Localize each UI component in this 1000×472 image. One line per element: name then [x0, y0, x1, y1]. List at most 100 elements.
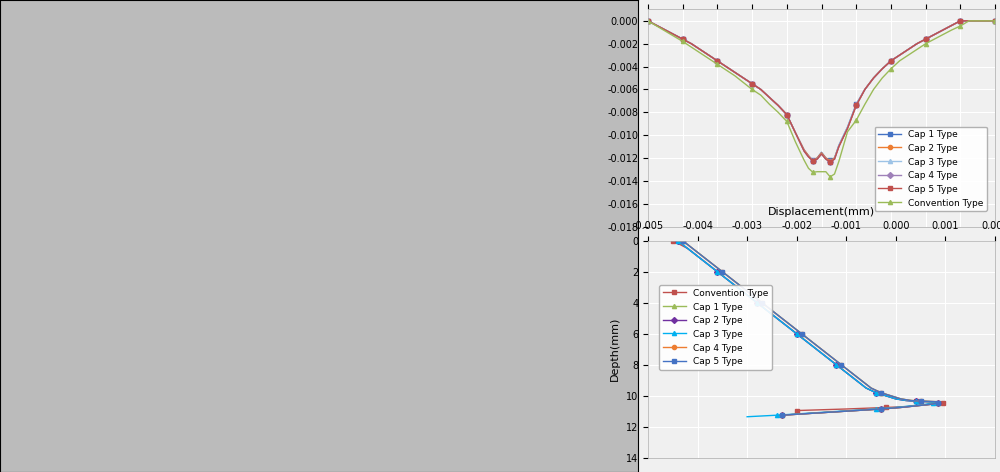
Convention Type: [816, 407, 828, 413]
Cap 1 Type: [825, 409, 837, 415]
Convention Type: [859, 101, 871, 107]
Cap 4 Type: [859, 86, 871, 92]
Cap 5 Type: [816, 151, 828, 157]
Line: Cap 1 Type: Cap 1 Type: [681, 239, 943, 417]
Cap 3 Type: [807, 158, 819, 164]
Convention Type: [682, 245, 694, 251]
Convention Type: [791, 408, 803, 413]
Cap 3 Type: [741, 414, 753, 420]
Convention Type: [820, 169, 832, 175]
Convention Type: [911, 47, 923, 52]
Convention Type: [963, 18, 975, 24]
Cap 2 Type: [972, 18, 984, 24]
Cap 3 Type: [870, 406, 882, 412]
Cap 4 Type: [925, 402, 937, 407]
Cap 1 Type: [729, 69, 741, 75]
Convention Type: [677, 39, 689, 44]
Cap 3 Type: [682, 245, 694, 251]
Cap 2 Type: [820, 155, 832, 161]
Cap 5 Type: [954, 18, 966, 24]
Cap 3 Type: [672, 238, 684, 244]
Cap 4 Type: [829, 156, 841, 162]
Cap 5 Type: [963, 18, 975, 24]
Cap 5 Type: [716, 269, 728, 275]
Cap 1 Type: [850, 101, 862, 107]
Cap 3 Type: [729, 69, 741, 75]
Cap 1 Type: [875, 406, 887, 412]
Cap 3 Type: [771, 315, 783, 321]
Cap 3 Type: [771, 413, 783, 418]
Cap 4 Type: [811, 156, 823, 162]
Convention Type: [811, 346, 823, 352]
Cap 1 Type: [875, 390, 887, 396]
Cap 3 Type: [711, 58, 723, 64]
Cap 1 Type: [911, 41, 923, 47]
Cap 4 Type: [801, 411, 813, 416]
Cap 5 Type: [842, 126, 854, 131]
Cap 2 Type: [875, 406, 887, 412]
Cap 1 Type: [833, 143, 845, 148]
Cap 4 Type: [796, 331, 808, 337]
Convention Type: [711, 269, 723, 275]
Cap 3 Type: [850, 378, 862, 383]
Cap 2 Type: [885, 58, 897, 64]
Cap 4 Type: [850, 408, 862, 413]
Cap 2 Type: [811, 346, 823, 352]
Cap 4 Type: [820, 156, 832, 162]
Cap 2 Type: [842, 126, 854, 131]
Cap 4 Type: [746, 292, 758, 298]
Cap 5 Type: [668, 32, 680, 37]
Line: Cap 2 Type: Cap 2 Type: [646, 19, 997, 163]
Cap 3 Type: [954, 18, 966, 24]
Convention Type: [954, 23, 966, 29]
Cap 4 Type: [885, 393, 897, 399]
Convention Type: [729, 73, 741, 78]
Cap 4 Type: [928, 32, 940, 37]
Cap 2 Type: [711, 269, 723, 275]
Cap 2 Type: [934, 399, 946, 405]
Cap 5 Type: [711, 58, 723, 64]
Cap 1 Type: [763, 94, 775, 100]
Cap 3 Type: [868, 75, 880, 81]
Cap 1 Type: [868, 75, 880, 81]
Cap 2 Type: [868, 75, 880, 81]
Cap 5 Type: [781, 112, 793, 118]
Cap 2 Type: [920, 399, 932, 405]
Cap 2 Type: [685, 41, 697, 47]
Cap 2 Type: [833, 144, 845, 150]
Cap 1 Type: [885, 393, 897, 399]
Cap 3 Type: [741, 292, 753, 298]
Convention Type: [833, 159, 845, 164]
Cap 1 Type: [736, 285, 748, 290]
Convention Type: [989, 18, 1000, 24]
Cap 3 Type: [927, 400, 939, 405]
Cap 4 Type: [776, 315, 788, 321]
Cap 2 Type: [890, 396, 902, 402]
Cap 5 Type: [811, 156, 823, 162]
Cap 5 Type: [677, 36, 689, 42]
Cap 4 Type: [703, 52, 715, 58]
Convention Type: [746, 86, 758, 92]
Cap 4 Type: [835, 362, 847, 368]
Convention Type: [980, 18, 992, 24]
Cap 1 Type: [789, 130, 801, 135]
Cap 4 Type: [763, 94, 775, 100]
Line: Cap 4 Type: Cap 4 Type: [681, 239, 943, 417]
Cap 1 Type: [811, 155, 823, 161]
Cap 5 Type: [825, 354, 837, 360]
Convention Type: [860, 385, 872, 391]
Line: Cap 1 Type: Cap 1 Type: [646, 19, 997, 162]
Convention Type: [972, 18, 984, 24]
Cap 5 Type: [925, 399, 937, 405]
Cap 4 Type: [789, 130, 801, 135]
Cap 3 Type: [911, 41, 923, 47]
Convention Type: [755, 93, 767, 98]
Cap 5 Type: [895, 405, 907, 410]
Cap 5 Type: [932, 399, 944, 405]
Cap 3 Type: [860, 385, 872, 391]
Convention Type: [761, 308, 773, 313]
Cap 5 Type: [885, 393, 897, 399]
Cap 3 Type: [989, 18, 1000, 24]
Cap 4 Type: [766, 308, 778, 313]
Cap 5 Type: [989, 18, 1000, 24]
